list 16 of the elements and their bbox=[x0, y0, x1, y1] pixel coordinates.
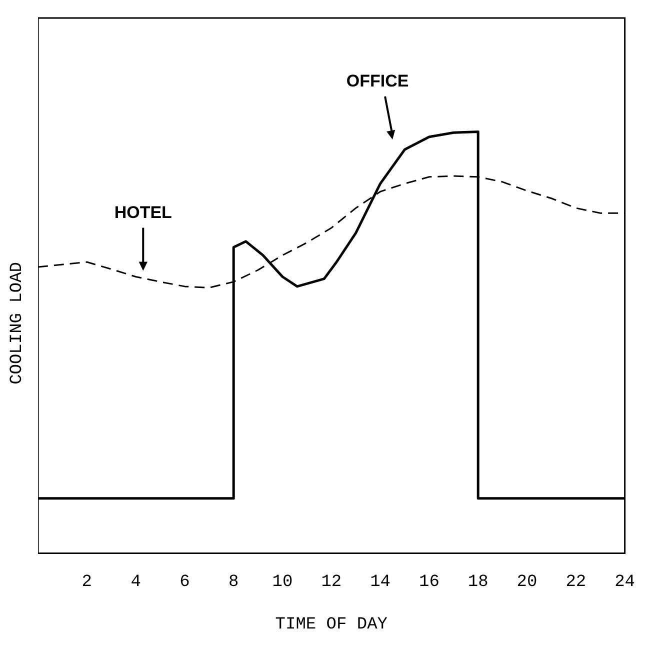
x-tick-label: 4 bbox=[130, 572, 141, 592]
x-tick-label: 24 bbox=[614, 572, 635, 592]
x-tick-label: 16 bbox=[418, 572, 440, 592]
x-tick-label: 10 bbox=[272, 572, 293, 592]
x-tick-label: 18 bbox=[468, 572, 488, 592]
text: OFFICE bbox=[346, 71, 409, 90]
text: HOTEL bbox=[114, 202, 172, 222]
x-tick-label: 12 bbox=[321, 572, 342, 592]
x-tick-label: 8 bbox=[228, 572, 239, 592]
x-tick-label: 22 bbox=[566, 572, 586, 592]
x-tick-label: 14 bbox=[370, 572, 390, 592]
x-tick-label: 2 bbox=[82, 572, 92, 592]
x-tick-label: 6 bbox=[180, 572, 190, 592]
x-tick-label: 20 bbox=[516, 572, 538, 592]
y-axis-title: COOLING LOAD bbox=[8, 262, 28, 384]
x-axis-title: TIME OF DAY bbox=[275, 615, 388, 634]
